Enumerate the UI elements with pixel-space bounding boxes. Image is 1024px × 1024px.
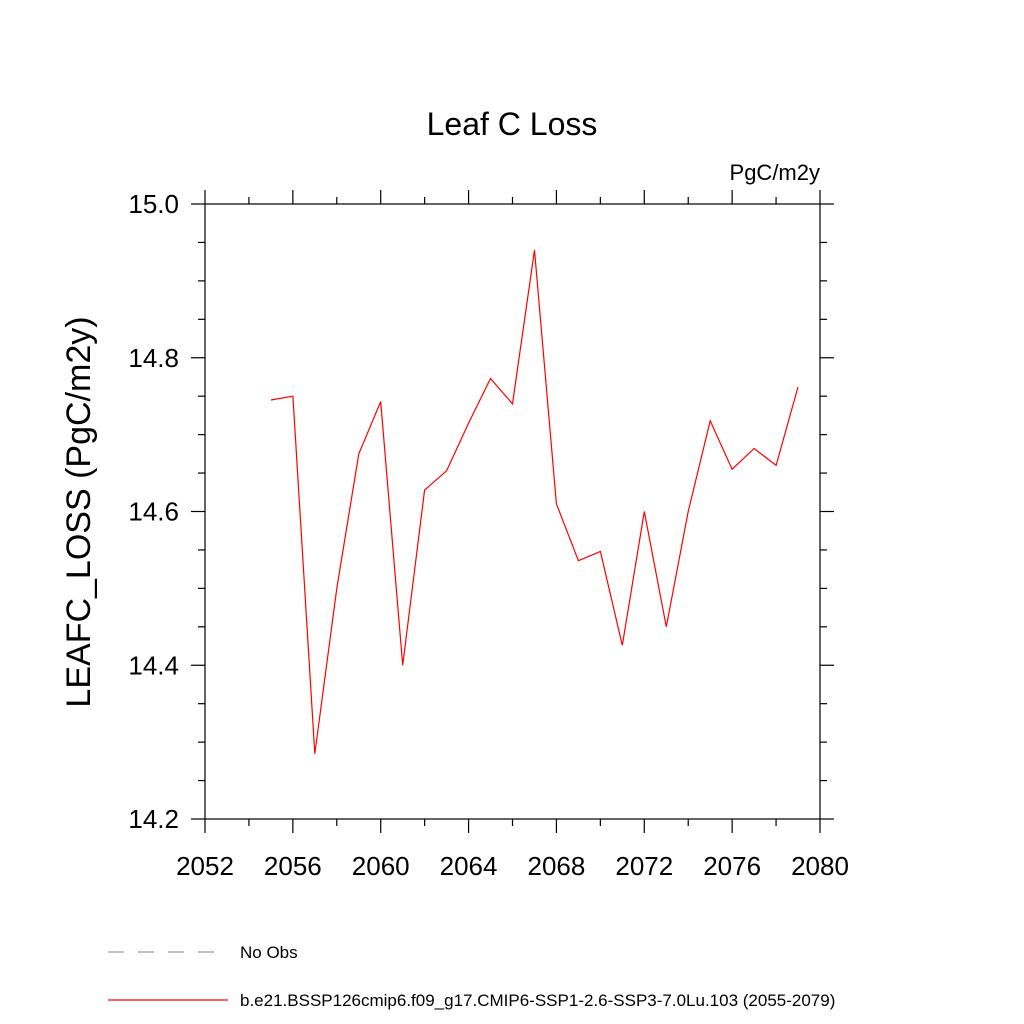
axis-ticks: 14.2 14.4 14.6 14.8 15.0 2052 2056 2060 2064 2068… <box>128 189 849 881</box>
x-tick-label: 2052 <box>176 851 234 881</box>
x-tick-label: 2056 <box>264 851 322 881</box>
x-tick-label: 2076 <box>703 851 761 881</box>
legend-label: b.e21.BSSP126cmip6.f09_g17.CMIP6-SSP1-2.… <box>240 991 835 1010</box>
y-axis-title: LEAFC_LOSS (PgC/m2y) <box>60 316 98 707</box>
chart-title: Leaf C Loss <box>427 106 598 142</box>
plot-frame <box>204 203 821 820</box>
x-tick-label: 2068 <box>528 851 586 881</box>
units-label: PgC/m2y <box>730 160 820 185</box>
series-line <box>270 250 799 754</box>
y-tick-label: 14.4 <box>128 650 179 680</box>
y-tick-label: 14.6 <box>128 497 179 527</box>
y-tick-label: 15.0 <box>128 189 179 219</box>
legend: No Obs b.e21.BSSP126cmip6.f09_g17.CMIP6-S… <box>108 943 835 1010</box>
x-tick-label: 2080 <box>791 851 849 881</box>
y-tick-label: 14.2 <box>128 804 179 834</box>
series-layer <box>270 250 799 754</box>
x-tick-label: 2072 <box>615 851 673 881</box>
x-tick-label: 2060 <box>352 851 410 881</box>
x-tick-label: 2064 <box>440 851 498 881</box>
y-tick-label: 14.8 <box>128 343 179 373</box>
legend-label: No Obs <box>240 943 298 962</box>
